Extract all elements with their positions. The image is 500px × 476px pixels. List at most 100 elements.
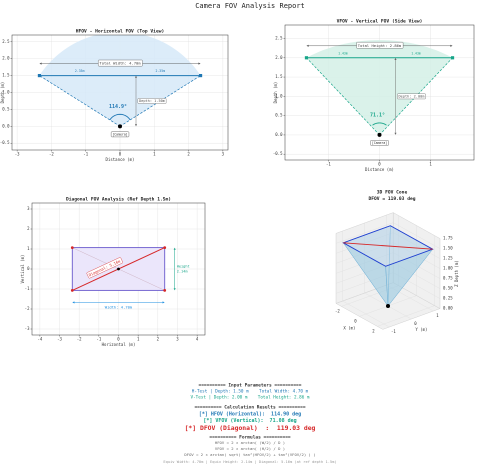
plot-frame xyxy=(284,24,475,161)
annotation-box xyxy=(98,59,143,67)
corner-point xyxy=(163,246,167,250)
plot-frame xyxy=(11,34,229,151)
z-tick-label: 0.50 xyxy=(443,286,453,291)
y-axis-label: Depth (m) xyxy=(0,82,5,104)
x-tick-label: 4 xyxy=(196,337,199,342)
x-tick-label: 1 xyxy=(429,162,432,167)
height-label: Height xyxy=(177,265,190,269)
chart-title: VFOV - Vertical FOV (Side View) xyxy=(337,19,423,25)
grid-line xyxy=(335,232,394,254)
x-axis-label: Horizontal (m) xyxy=(102,342,136,347)
result-line: [*] HFOV (Horizontal): 114.90 deg xyxy=(199,412,301,418)
input-line: H-Test | Depth: 1.50 m Total Width: 4.70… xyxy=(192,389,309,395)
height-label: 2.14m xyxy=(177,270,188,274)
section-header: ========== Calculation Results =========… xyxy=(194,405,305,411)
z-tick-label: 1.00 xyxy=(443,266,453,271)
grid-line xyxy=(393,222,441,249)
z-axis-label: Z Depth (m) xyxy=(454,260,459,287)
camera-point xyxy=(118,124,122,129)
camera-point xyxy=(377,132,382,137)
formula: VFOV = 2 × arctan( (H/2) / D ) xyxy=(215,446,285,451)
y-tick-label: 1 xyxy=(436,313,439,318)
x-tick-label: 1 xyxy=(137,337,140,342)
width-label: Width: 4.70m xyxy=(105,304,133,309)
x-tick-label: 3 xyxy=(222,152,225,157)
x-tick-label: 0 xyxy=(119,152,122,157)
diagonal-line xyxy=(343,242,433,250)
x-tick-label: -4 xyxy=(37,337,42,342)
y-tick-label: 1.0 xyxy=(275,93,283,98)
annotation-box xyxy=(110,131,130,138)
x-tick-label: 0 xyxy=(117,337,120,342)
camera-point xyxy=(386,304,390,308)
annotation: Total Width: 4.70m xyxy=(99,61,141,66)
chart-title: HFOV - Horizontal FOV (Top View) xyxy=(76,29,165,35)
y-tick-label: 2.0 xyxy=(275,55,283,60)
arrow-head xyxy=(173,247,176,250)
y-tick-label: -0.5 xyxy=(273,151,283,156)
section-header: ========== Formulas ========== xyxy=(209,435,291,441)
annotation: Total Height: 2.86m xyxy=(358,43,402,48)
annotation-box xyxy=(137,98,167,104)
arrow-head xyxy=(394,132,397,135)
y-tick-label: 0 xyxy=(414,321,417,326)
y-tick-label: 3 xyxy=(27,206,30,211)
arrow-head xyxy=(39,62,42,65)
y-tick-label: 0.5 xyxy=(2,106,10,111)
y-axis-label: Y (m) xyxy=(415,327,427,332)
y-tick-label: 2.5 xyxy=(2,39,10,44)
y-tick-label: -0.5 xyxy=(0,140,10,145)
y-tick-label: -2 xyxy=(25,306,30,311)
result-line: [*] DFOV (Diagonal) : 119.03 deg xyxy=(185,424,316,432)
x-axis-label: X (m) xyxy=(343,325,355,330)
half-label: 2.35m xyxy=(155,69,165,73)
input-line: V-Test | Depth: 2.00 m Total Height: 2.8… xyxy=(191,395,310,401)
section-header: ========== Input Parameters ========== xyxy=(199,383,302,389)
x-tick-label: 2 xyxy=(157,337,160,342)
y-tick-label: -1 xyxy=(391,329,396,334)
y-tick-label: 1.5 xyxy=(2,73,10,78)
x-tick-label: 0 xyxy=(354,318,357,323)
angle-label: 71.1° xyxy=(370,112,385,118)
x-tick-label: -3 xyxy=(15,152,20,157)
y-tick-label: 2.0 xyxy=(2,56,10,61)
corner-point xyxy=(70,246,74,250)
formula: DFOV = 2 × arctan( sqrt( tan²(HFOV/2) + … xyxy=(184,452,315,457)
z-tick-label: 1.25 xyxy=(443,256,453,261)
corner-point xyxy=(70,289,74,292)
fov-sector xyxy=(306,40,453,135)
z-tick-label: 0.75 xyxy=(443,276,453,281)
fov-sector xyxy=(39,35,201,127)
x-tick-label: 0 xyxy=(378,162,381,167)
endpoint-marker xyxy=(198,73,203,78)
y-tick-label: -3 xyxy=(25,326,30,331)
annotation: [Camera] xyxy=(112,132,127,136)
half-label: 2.35m xyxy=(75,69,85,73)
chart-title: Diagonal FOV Analysis (Ref Depth 1.5m) xyxy=(66,197,171,203)
grid-line xyxy=(342,300,390,328)
annotation: [Camera] xyxy=(372,141,387,145)
grid-line xyxy=(335,212,394,234)
z-tick-label: 1.50 xyxy=(443,246,453,251)
arrow-head xyxy=(306,44,309,47)
grid-line xyxy=(393,252,441,279)
angle-arc xyxy=(109,113,131,121)
x-tick-label: -3 xyxy=(57,337,62,342)
grid-line xyxy=(393,232,441,259)
half-label: 1.43m xyxy=(411,51,421,55)
y-tick-label: 0.5 xyxy=(275,113,283,118)
plot-frame xyxy=(31,202,206,336)
annotation-box xyxy=(397,93,426,100)
grid-line xyxy=(393,262,441,289)
arrow-head xyxy=(394,57,397,60)
y-tick-label: 1.0 xyxy=(2,90,10,95)
arrow-head xyxy=(134,124,138,127)
endpoint-marker xyxy=(37,73,42,78)
x-tick-label: 1 xyxy=(153,152,156,157)
y-tick-label: 1.5 xyxy=(275,74,283,79)
y-tick-label: 2 xyxy=(27,226,30,231)
chart-title: 3D FOV Cone xyxy=(377,190,408,196)
arrow-head xyxy=(173,288,176,291)
